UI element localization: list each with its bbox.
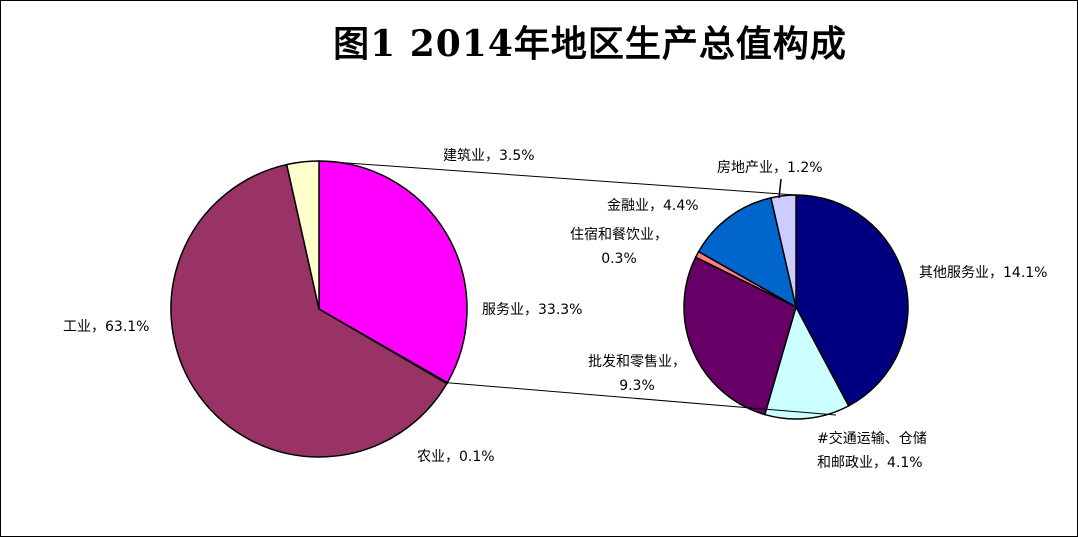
main-pie-label-3-line-0: 建筑业，3.5% (443, 148, 535, 164)
main-pie-label-2: 工业，63.1% (63, 319, 149, 335)
secondary-pie-label-0: 其他服务业，14.1% (919, 265, 1047, 281)
secondary-pie-label-3: 住宿和餐饮业， 0.3% (570, 226, 668, 267)
secondary-pie-slice-0 (795, 194, 909, 407)
secondary-pie-label-2: 批发和零售业， 9.3% (588, 354, 686, 394)
secondary-pie-label-1: #交通运输、仓储和邮政业，4.1% (817, 430, 927, 471)
secondary-pie-label-5-line-0: 房地产业，1.2% (717, 160, 823, 176)
secondary-pie-label-4: 金融业，4.4% (607, 198, 699, 214)
secondary-pie-label-5: 房地产业，1.2% (717, 160, 823, 176)
secondary-pie-label-2-line-1: 9.3% (619, 378, 655, 394)
secondary-pie-label-4-line-0: 金融业，4.4% (607, 198, 699, 214)
main-pie-slice-2 (170, 163, 448, 458)
secondary-pie-label-3-line-0: 住宿和餐饮业， (570, 226, 668, 243)
secondary-pie-label-0-line-0: 其他服务业，14.1% (919, 265, 1047, 281)
connector-line-bottom (447, 382, 837, 416)
main-pie-label-1: 农业，0.1% (417, 449, 495, 465)
leader-line-real-estate (778, 178, 782, 199)
main-pie-label-1-line-0: 农业，0.1% (417, 449, 495, 465)
secondary-pie-label-1-line-0: #交通运输、仓储 (817, 430, 927, 447)
main-pie-label-3: 建筑业，3.5% (443, 148, 535, 164)
secondary-pie-slice-1 (763, 305, 850, 420)
secondary-pie-slice-4 (697, 196, 798, 309)
secondary-pie-slice-2 (683, 256, 797, 416)
secondary-pie-label-2-line-0: 批发和零售业， (588, 354, 686, 370)
main-pie-label-2-line-0: 工业，63.1% (63, 319, 149, 335)
secondary-pie-label-1-line-1: 和邮政业，4.1% (817, 455, 923, 471)
main-pie-label-0: 服务业，33.3% (482, 302, 582, 318)
main-pie-slice-3 (285, 160, 320, 310)
main-pie-label-0-line-0: 服务业，33.3% (482, 302, 582, 318)
connector-line-top (318, 160, 797, 196)
main-pie-slice-0 (318, 160, 468, 384)
chart-title: 图1 2014年地区生产总值构成 (333, 23, 847, 65)
secondary-pie-label-3-line-1: 0.3% (601, 251, 637, 267)
